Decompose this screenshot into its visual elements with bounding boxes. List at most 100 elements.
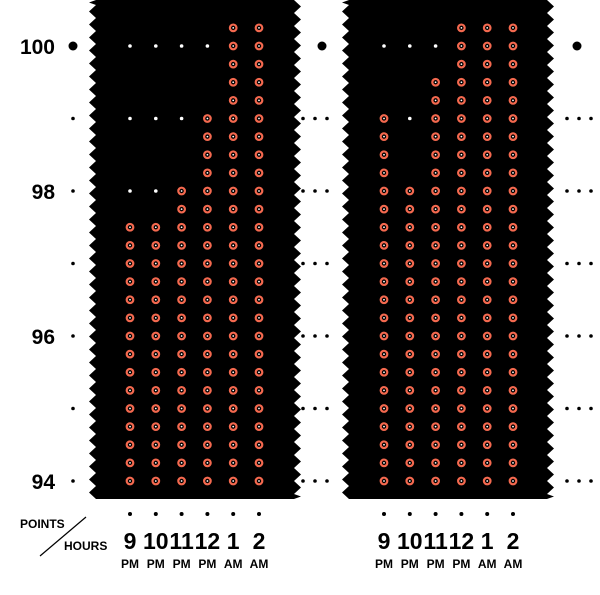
y-minor-dots bbox=[589, 189, 593, 193]
data-dot-center bbox=[486, 443, 489, 446]
data-dot bbox=[482, 150, 492, 160]
y-minor-dots bbox=[589, 116, 593, 121]
hour-label: 9 bbox=[378, 528, 391, 554]
y-tick-label: 94 bbox=[32, 471, 56, 494]
data-dot-center bbox=[154, 316, 157, 319]
data-dot bbox=[482, 222, 492, 232]
data-dot-center bbox=[206, 389, 209, 392]
data-dot bbox=[431, 422, 441, 432]
data-dot-center bbox=[232, 171, 235, 174]
data-dot-center bbox=[206, 480, 209, 482]
data-dot bbox=[482, 349, 492, 359]
data-dot-center bbox=[486, 153, 489, 156]
data-dot-center bbox=[408, 262, 411, 265]
data-dot bbox=[457, 186, 466, 196]
data-dot bbox=[431, 458, 441, 468]
data-dot bbox=[379, 114, 389, 123]
data-dot bbox=[508, 95, 518, 105]
data-dot-center bbox=[180, 208, 183, 211]
data-dot bbox=[125, 222, 135, 232]
data-dot bbox=[482, 367, 492, 377]
data-dot bbox=[431, 150, 441, 160]
y-minor-dots bbox=[301, 261, 305, 266]
corner-label-points: POINTS bbox=[20, 517, 65, 531]
data-dot-center bbox=[129, 480, 131, 482]
data-dot bbox=[228, 114, 238, 123]
data-dot bbox=[482, 59, 492, 69]
data-dot-center bbox=[232, 117, 235, 120]
data-dot bbox=[457, 114, 466, 123]
hour-ampm-label: PM bbox=[452, 557, 470, 571]
data-dot-center bbox=[434, 153, 437, 156]
data-dot bbox=[151, 476, 161, 486]
data-dot bbox=[457, 222, 466, 232]
y-minor-dots bbox=[313, 479, 317, 483]
data-dot bbox=[431, 95, 441, 105]
data-dot-center bbox=[408, 443, 411, 446]
data-dot bbox=[228, 204, 238, 214]
data-dot-center bbox=[434, 389, 437, 392]
data-dot bbox=[431, 385, 441, 395]
data-dot bbox=[508, 458, 518, 468]
data-dot-center bbox=[206, 425, 209, 428]
data-dot-center bbox=[512, 208, 514, 211]
data-dot bbox=[508, 440, 518, 450]
data-dot bbox=[202, 349, 212, 359]
data-dot bbox=[177, 295, 187, 305]
data-dot bbox=[431, 186, 441, 196]
data-dot bbox=[482, 476, 492, 486]
data-dot-center bbox=[383, 316, 385, 319]
data-dot bbox=[431, 367, 441, 377]
data-dot bbox=[125, 240, 135, 250]
hour-label: 1 bbox=[481, 528, 494, 554]
y-minor-dots bbox=[577, 189, 581, 193]
data-dot-center bbox=[180, 335, 183, 337]
guide-dot bbox=[154, 189, 158, 193]
data-dot-center bbox=[180, 353, 183, 356]
data-dot-center bbox=[232, 244, 235, 247]
data-dot-center bbox=[258, 316, 260, 319]
hour-label: 12 bbox=[449, 528, 475, 554]
data-dot bbox=[457, 331, 466, 341]
data-dot-center bbox=[408, 298, 411, 301]
data-dot-center bbox=[180, 480, 183, 482]
data-dot-center bbox=[206, 298, 209, 301]
data-dot bbox=[125, 295, 135, 305]
data-dot-center bbox=[258, 135, 260, 138]
hour-ampm-label: AM bbox=[504, 557, 523, 571]
data-dot-center bbox=[486, 262, 489, 265]
data-dot-center bbox=[383, 298, 385, 301]
corner-label-hours: HOURS bbox=[64, 539, 107, 553]
data-dot-center bbox=[232, 443, 235, 446]
data-dot bbox=[379, 222, 389, 232]
data-dot-center bbox=[460, 298, 463, 301]
data-dot-center bbox=[258, 443, 260, 446]
data-dot-center bbox=[383, 389, 385, 392]
panel-backgrounds bbox=[89, 0, 554, 499]
data-dot-center bbox=[180, 244, 183, 247]
hour-tick-dot bbox=[433, 512, 438, 516]
data-dot-center bbox=[206, 262, 209, 265]
data-dot-center bbox=[512, 99, 514, 102]
data-dot-center bbox=[129, 226, 131, 229]
data-dot bbox=[457, 259, 466, 268]
guide-dot bbox=[128, 116, 132, 121]
data-dot-center bbox=[383, 135, 385, 138]
data-dot bbox=[405, 440, 415, 450]
data-dot bbox=[254, 422, 264, 432]
data-dot bbox=[228, 222, 238, 232]
data-dot bbox=[405, 458, 415, 468]
data-dot bbox=[431, 259, 441, 268]
data-dot-center bbox=[460, 226, 463, 229]
data-dot bbox=[177, 349, 187, 359]
data-dot bbox=[508, 132, 518, 142]
data-dot bbox=[508, 150, 518, 160]
data-dot bbox=[482, 23, 492, 33]
data-dot bbox=[457, 277, 466, 287]
y-minor-dots bbox=[313, 116, 317, 121]
y-minor-dots bbox=[589, 406, 593, 411]
data-dot bbox=[254, 349, 264, 359]
data-dot bbox=[254, 367, 264, 377]
data-dot bbox=[379, 367, 389, 377]
hour-tick-dot bbox=[205, 512, 210, 516]
